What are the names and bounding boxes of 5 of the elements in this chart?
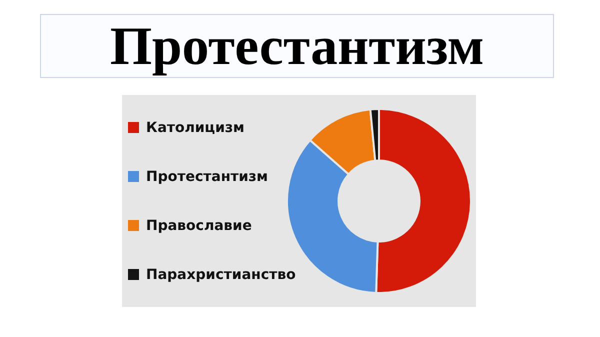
legend-label: Протестантизм [146,168,268,184]
legend-label: Католицизм [146,120,244,136]
chart-title: Протестантизм [40,14,554,78]
legend-label: Парахристианство [146,266,296,282]
legend-label: Православие [146,218,252,234]
